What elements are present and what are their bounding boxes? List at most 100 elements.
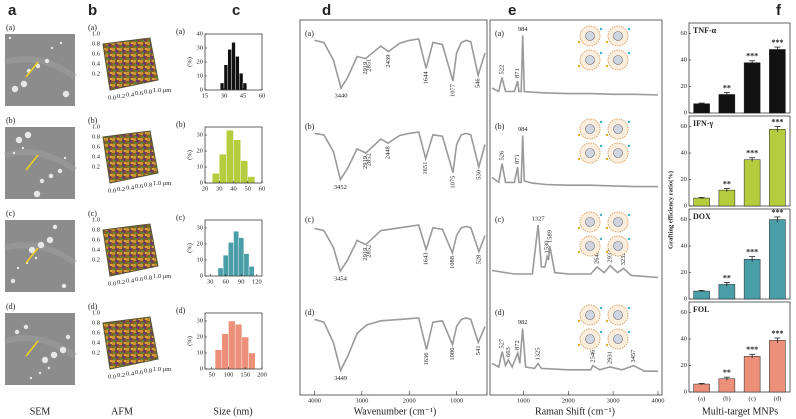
y-tick-label: 10: [197, 72, 204, 79]
bar: [233, 230, 239, 277]
x-tick-label: 0.8: [144, 367, 152, 374]
z-tick-label: 0.4: [92, 153, 101, 160]
x-tick-label: 0.4: [126, 91, 135, 98]
peak-label: 1636: [423, 352, 430, 366]
bar: [243, 253, 250, 277]
x-tick-label: 0.8: [144, 181, 152, 188]
particle: [29, 376, 33, 380]
arrow: [25, 340, 39, 357]
bar: [718, 189, 736, 207]
particle: [44, 58, 50, 64]
row-label: (c): [305, 215, 314, 224]
particle: [50, 351, 58, 359]
peak-label: 1651: [422, 162, 429, 175]
ligand: [599, 306, 603, 310]
bar: [211, 173, 220, 184]
z-tick-label: 1.0: [92, 216, 100, 223]
panel-letter: c: [232, 2, 240, 19]
x-tick-label: 1.0 μm: [153, 87, 171, 94]
x-tick-label: 120: [252, 278, 262, 285]
ligand: [599, 120, 603, 124]
peak-label: 528: [475, 255, 482, 265]
nanoparticle-core: [613, 31, 623, 41]
z-tick-label: 0.6: [92, 143, 101, 150]
significance: ***: [771, 38, 783, 47]
row-label: (d): [88, 302, 98, 311]
ligand: [605, 40, 609, 44]
particle: [21, 146, 25, 150]
peak-label: 530: [475, 170, 482, 180]
caption: Multi-target MNPs: [702, 406, 778, 417]
x-tick-label: 3000: [607, 397, 620, 404]
bar: [743, 259, 761, 300]
spectrum: [491, 35, 659, 96]
x-tick-label: 100: [224, 371, 234, 378]
particle: [39, 178, 45, 184]
panel-letter: b: [88, 2, 97, 19]
spectrum: [314, 317, 486, 373]
bar: [769, 219, 786, 300]
ligand: [577, 319, 581, 323]
z-tick-label: 0.2: [92, 349, 100, 356]
x-tick-label: (a): [698, 395, 705, 402]
significance: **: [723, 273, 731, 282]
bar: [769, 128, 786, 207]
afm-surface: [102, 316, 159, 370]
z-tick-label: 0.8: [92, 226, 100, 233]
nanoparticle-core: [613, 334, 623, 344]
peak-label: 1325: [534, 348, 541, 361]
bar: [718, 378, 736, 393]
particle: [59, 346, 67, 354]
ligand: [577, 250, 581, 254]
x-tick-label: 1.0 μm: [153, 180, 171, 187]
x-tick-label: 4000: [308, 397, 321, 404]
significance: ***: [771, 329, 783, 338]
z-tick-label: 0.4: [92, 60, 101, 67]
peak-label: 2931: [607, 351, 614, 364]
row-label: (a): [495, 29, 504, 38]
peak-label: 3440: [335, 92, 348, 99]
particle: [10, 278, 16, 284]
row-label: (d): [176, 306, 186, 315]
ligand: [599, 330, 603, 334]
peak-label: 871: [514, 68, 521, 78]
significance: **: [723, 368, 731, 377]
row-label: (a): [176, 27, 185, 36]
x-tick-label: 0.4: [126, 370, 135, 377]
axes-frame: [204, 219, 263, 277]
x-tick-label: 20: [202, 185, 209, 192]
spectrum: [491, 224, 659, 279]
bar: [693, 103, 710, 114]
nanoparticle-core: [585, 217, 595, 227]
row-label: (d): [495, 308, 505, 317]
ligand: [627, 330, 631, 334]
particle: [16, 266, 20, 270]
x-tick-label: 1000: [517, 397, 530, 404]
y-tick-label: 20: [681, 269, 688, 276]
peak-label: 2546: [589, 349, 596, 363]
ligand: [577, 226, 581, 230]
row-label: (d): [6, 302, 16, 311]
x-tick-label: 0.6: [135, 369, 144, 376]
x-tick-label: (c): [749, 395, 756, 402]
peak-label: 1589: [546, 230, 553, 243]
y-tick-label: 0: [684, 202, 687, 209]
ligand: [577, 157, 581, 161]
nanoparticle-core: [613, 217, 623, 227]
ligand: [627, 27, 631, 31]
y-tick-label: 30: [197, 224, 204, 231]
y-tick-label: 60: [681, 309, 688, 316]
nanoparticle-core: [613, 241, 623, 251]
bar: [241, 336, 249, 370]
row-label: (b): [305, 122, 315, 131]
sem-texture: [4, 56, 77, 80]
axes-frame: [489, 19, 663, 396]
ligand: [605, 133, 609, 137]
bar: [235, 56, 240, 91]
peak-label: 2439: [385, 55, 392, 68]
x-tick-label: 1.0 μm: [153, 273, 171, 280]
afm-surface: [102, 130, 159, 184]
particle: [61, 283, 67, 289]
bar: [214, 349, 222, 370]
bar: [222, 254, 229, 277]
